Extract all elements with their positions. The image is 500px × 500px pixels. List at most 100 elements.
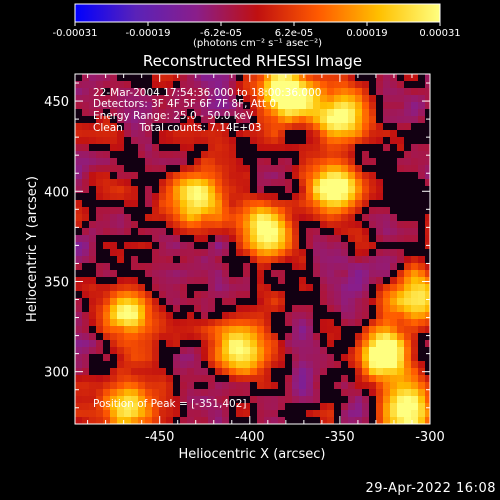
heatmap-cell <box>159 242 167 250</box>
heatmap-cell <box>292 312 300 320</box>
heatmap-cell <box>96 305 104 313</box>
heatmap-cell <box>348 396 356 404</box>
heatmap-cell <box>383 165 391 173</box>
heatmap-cell <box>250 361 258 369</box>
heatmap-cell <box>124 137 132 145</box>
heatmap-cell <box>320 228 328 236</box>
heatmap-cell <box>376 368 384 376</box>
heatmap-cell <box>166 396 174 404</box>
heatmap-cell <box>110 172 118 180</box>
heatmap-cell <box>362 200 370 208</box>
heatmap-cell <box>355 88 363 96</box>
heatmap-cell <box>124 102 132 110</box>
heatmap-cell <box>362 298 370 306</box>
heatmap-cell <box>131 361 139 369</box>
heatmap-cell <box>299 221 307 229</box>
heatmap-cell <box>110 74 118 82</box>
heatmap-cell <box>187 158 195 166</box>
heatmap-cell <box>411 305 419 313</box>
heatmap-cell <box>425 298 430 306</box>
heatmap-cell <box>145 109 153 117</box>
heatmap-cell <box>229 368 237 376</box>
heatmap-cell <box>243 186 251 194</box>
heatmap-cell <box>229 214 237 222</box>
heatmap-cell <box>250 193 258 201</box>
heatmap-cell <box>236 389 244 397</box>
heatmap-cell <box>369 284 377 292</box>
heatmap-cell <box>271 333 279 341</box>
heatmap-cell <box>334 347 342 355</box>
heatmap-cell <box>334 88 342 96</box>
heatmap-cell <box>264 263 272 271</box>
heatmap-cell <box>187 263 195 271</box>
heatmap-cell <box>208 389 216 397</box>
heatmap-cell <box>341 137 349 145</box>
heatmap-cell <box>117 200 125 208</box>
heatmap-cell <box>257 221 265 229</box>
heatmap-cell <box>320 284 328 292</box>
heatmap-cell <box>257 249 265 257</box>
heatmap-cell <box>348 130 356 138</box>
heatmap-cell <box>271 221 279 229</box>
heatmap-cell <box>257 319 265 327</box>
heatmap-cell <box>138 179 146 187</box>
heatmap-cell <box>152 410 160 418</box>
heatmap-cell <box>425 172 430 180</box>
heatmap-cell <box>243 200 251 208</box>
heatmap-cell <box>173 417 181 424</box>
heatmap-cell <box>173 214 181 222</box>
heatmap-cell <box>75 298 83 306</box>
heatmap-cell <box>369 235 377 243</box>
heatmap-cell <box>208 81 216 89</box>
heatmap-cell <box>89 291 97 299</box>
heatmap-cell <box>313 74 321 82</box>
heatmap-cell <box>334 270 342 278</box>
heatmap-cell <box>299 74 307 82</box>
heatmap-cell <box>418 207 426 215</box>
heatmap-cell <box>327 102 335 110</box>
heatmap-cell <box>418 81 426 89</box>
chart-title: Reconstructed RHESSI Image <box>142 52 363 70</box>
heatmap-cell <box>264 95 272 103</box>
heatmap-cell <box>110 249 118 257</box>
heatmap-cell <box>320 298 328 306</box>
heatmap-cell <box>418 277 426 285</box>
heatmap-cell <box>320 158 328 166</box>
heatmap-cell <box>75 382 83 390</box>
heatmap-cell <box>250 333 258 341</box>
heatmap-cell <box>257 193 265 201</box>
heatmap-cell <box>194 242 202 250</box>
heatmap-cell <box>320 116 328 124</box>
heatmap-cell <box>187 256 195 264</box>
heatmap-cell <box>166 354 174 362</box>
heatmap-cell <box>173 298 181 306</box>
annotation-detectors: Detectors: 3F 4F 5F 6F 7F 8F, Att 0 <box>93 98 277 110</box>
heatmap-cell <box>383 95 391 103</box>
heatmap-cell <box>187 172 195 180</box>
heatmap-cell <box>327 340 335 348</box>
heatmap-cell <box>194 375 202 383</box>
heatmap-cell <box>110 81 118 89</box>
heatmap-cell <box>110 235 118 243</box>
heatmap-cell <box>222 130 230 138</box>
heatmap-cell <box>257 270 265 278</box>
heatmap-cell <box>327 249 335 257</box>
heatmap-cell <box>89 249 97 257</box>
heatmap-cell <box>201 172 209 180</box>
heatmap-cell <box>201 130 209 138</box>
heatmap-cell <box>348 186 356 194</box>
heatmap-cell <box>285 88 293 96</box>
heatmap-cell <box>75 88 83 96</box>
heatmap-cell <box>390 354 398 362</box>
heatmap-cell <box>341 123 349 131</box>
heatmap-cell <box>425 137 430 145</box>
heatmap-cell <box>334 389 342 397</box>
heatmap-cell <box>264 368 272 376</box>
heatmap-cell <box>411 242 419 250</box>
heatmap-cell <box>145 116 153 124</box>
heatmap-cell <box>362 375 370 383</box>
heatmap-cell <box>320 207 328 215</box>
heatmap-cell <box>299 144 307 152</box>
heatmap-cell <box>376 186 384 194</box>
heatmap-cell <box>243 382 251 390</box>
